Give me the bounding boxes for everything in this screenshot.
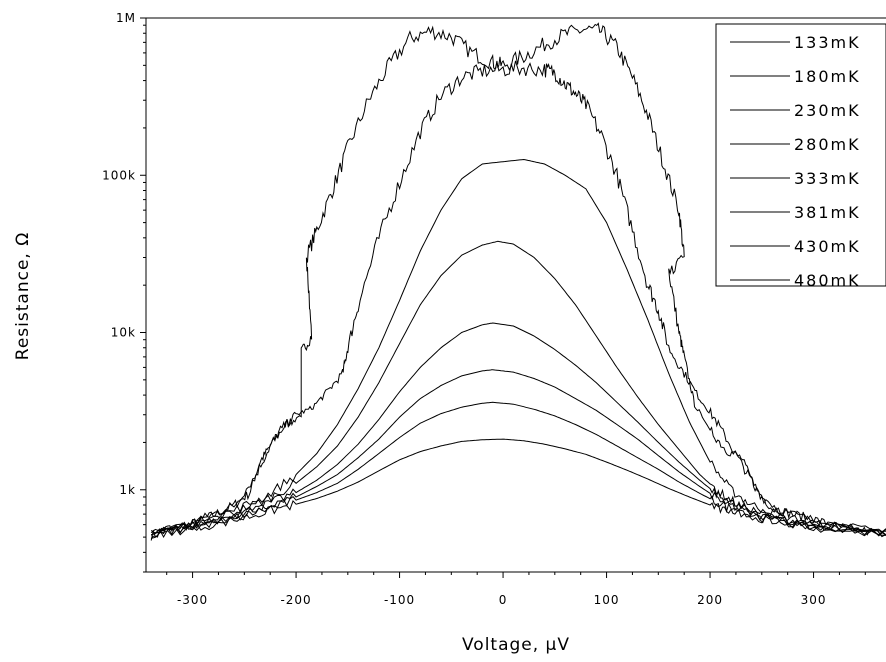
x-axis-ticks: -300 -200 -100 0 100 200 300 xyxy=(166,572,866,607)
legend-label: 480mK xyxy=(794,271,861,290)
x-tick-label: 0 xyxy=(499,593,508,607)
legend-box xyxy=(715,23,886,287)
series-line-180mK xyxy=(150,60,886,540)
y-tick-label: 1M xyxy=(116,11,136,25)
series-line-333mK xyxy=(150,322,886,537)
x-tick-label: 300 xyxy=(801,593,827,607)
plot-area xyxy=(145,17,886,573)
x-tick-label: 200 xyxy=(697,593,723,607)
series-line-280mK xyxy=(151,240,886,539)
series-line-230mK xyxy=(151,158,886,536)
series-line-133mK xyxy=(150,22,886,541)
x-tick-label: -200 xyxy=(280,593,311,607)
y-tick-label: 100k xyxy=(102,168,136,182)
legend-label: 333mK xyxy=(794,169,861,188)
legend-label: 133mK xyxy=(794,33,861,52)
series-line-430mK xyxy=(151,401,886,537)
legend-label: 430mK xyxy=(794,237,861,256)
x-tick-label: -300 xyxy=(177,593,208,607)
x-tick-label: 100 xyxy=(594,593,620,607)
y-tick-label: 10k xyxy=(111,326,136,340)
legend-label: 230mK xyxy=(794,101,861,120)
x-tick-label: -100 xyxy=(384,593,415,607)
legend-label: 381mK xyxy=(794,203,861,222)
series-line-381mK xyxy=(150,369,886,537)
y-axis-ticks: 1k 10k 100k 1M xyxy=(102,11,146,573)
series-lines xyxy=(150,22,886,541)
legend-label: 180mK xyxy=(794,67,861,86)
y-axis-title: Resistance, Ω xyxy=(13,232,33,360)
x-axis-title: Voltage, μV xyxy=(462,635,570,655)
y-tick-label: 1k xyxy=(119,483,136,497)
series-line-480mK xyxy=(150,438,886,539)
legend-label: 280mK xyxy=(794,135,861,154)
legend: 133mK 180mK 230mK 280mK 333mK 381mK 430mK 480mK xyxy=(715,23,886,290)
